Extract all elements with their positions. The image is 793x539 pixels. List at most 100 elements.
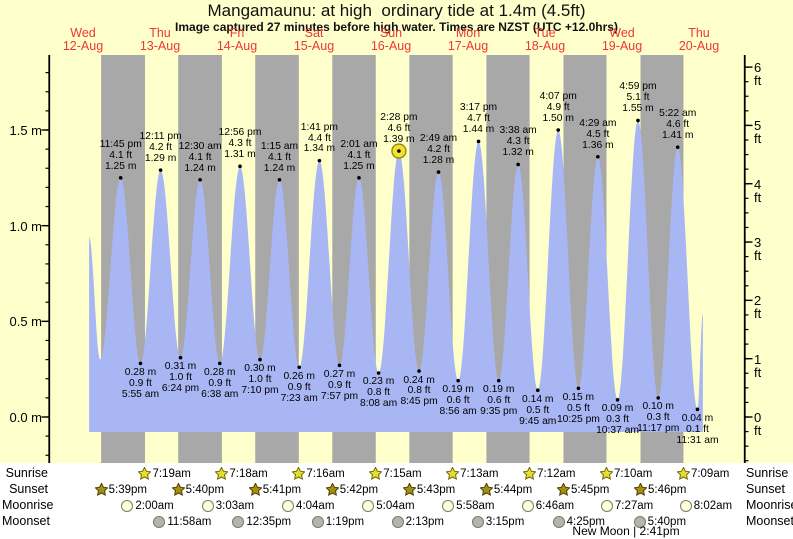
- moonrise-entry: 5:58am: [442, 498, 495, 513]
- sunset-star-icon: [479, 483, 493, 496]
- high-tide-annotation: 2:01 am 4.1 ft 1.25 m: [340, 138, 378, 172]
- moonrise-time: 8:02am: [693, 499, 733, 512]
- day-label: Sat 15-Aug: [293, 26, 335, 53]
- moonset-time: 5:40pm: [647, 515, 687, 528]
- sunset-time: 5:43pm: [416, 483, 456, 496]
- astro-row-label-right-sunrise: Sunrise: [746, 466, 789, 480]
- sunset-time: 5:45pm: [570, 483, 610, 496]
- low-tide-annotation: 0.28 m 0.9 ft 5:55 am: [121, 366, 160, 400]
- moonrise-circle-icon: [521, 499, 534, 512]
- moonrise-circle-icon: [600, 499, 613, 512]
- sunrise-star-icon: [599, 467, 613, 480]
- high-tide-annotation: 12:11 pm 4.2 ft 1.29 m: [139, 131, 182, 164]
- low-tide-annotation: 0.19 m 0.6 ft 8:56 am: [439, 384, 477, 417]
- low-tide-annotation: 0.24 m 0.8 ft 8:45 pm: [400, 374, 438, 408]
- moonrise-entry: 4:04am: [282, 498, 334, 513]
- sunrise-entry: 7:15am: [369, 466, 422, 481]
- low-tide-annotation: 0.27 m 0.9 ft 7:57 pm: [320, 368, 359, 402]
- astro-row-label-left-moonrise: Moonrise: [2, 498, 54, 512]
- m-axis-label: 0.5 m: [9, 314, 42, 330]
- moonrise-entry: 7:27am: [600, 498, 654, 513]
- moonset-circle-icon: [633, 515, 646, 528]
- low-tide-annotation: 0.23 m 0.8 ft 8:08 am: [359, 376, 398, 410]
- chart-subtitle: Image captured 27 minutes before high wa…: [175, 20, 618, 34]
- low-tide-annotation: 0.31 m 1.0 ft 6:24 pm: [161, 361, 200, 394]
- sunrise-entry: 7:12am: [523, 466, 575, 481]
- moonset-entry: 2:13pm: [391, 514, 444, 529]
- low-tide-annotation: 0.30 m 1.0 ft 7:10 pm: [241, 363, 279, 396]
- high-tide-annotation: 1:41 pm 4.4 ft 1.34 m: [300, 121, 338, 155]
- moonset-time: 4:25pm: [566, 515, 606, 528]
- sunset-time: 5:44pm: [493, 483, 533, 496]
- moonset-circle-icon: [391, 515, 404, 528]
- sunrise-star-icon: [369, 467, 383, 480]
- m-axis-label: 1.0 m: [9, 218, 42, 234]
- moonrise-time: 4:04am: [296, 499, 335, 512]
- moonrise-circle-icon: [282, 499, 295, 512]
- moonset-time: 1:19pm: [325, 515, 365, 528]
- astro-row-label-right-sunset: Sunset: [746, 482, 785, 496]
- high-tide-annotation: 11:45 pm 4.1 ft 1.25 m: [99, 138, 142, 172]
- ft-axis-label: 3 ft: [754, 235, 762, 264]
- sunrise-time: 7:18am: [229, 467, 268, 480]
- moonset-circle-icon: [471, 515, 484, 528]
- low-tide-annotation: 0.26 m 0.9 ft 7:23 am: [280, 370, 318, 404]
- high-tide-annotation: 1:15 am 4.1 ft 1.24 m: [260, 140, 299, 174]
- moonrise-entry: 3:03am: [201, 498, 254, 513]
- sunset-time: 5:40pm: [185, 483, 225, 496]
- axes-and-ticks: [41, 55, 753, 463]
- sunset-entry: 5:46pm: [634, 482, 686, 497]
- day-label: Tue 18-Aug: [524, 26, 566, 53]
- day-label: Wed 12-Aug: [62, 26, 104, 53]
- ft-axis-label: 2 ft: [754, 293, 762, 322]
- sunrise-entry: 7:18am: [215, 466, 268, 481]
- ft-axis-label: 0 ft: [754, 410, 762, 438]
- low-tide-annotation: 0.10 m 0.3 ft 11:17 pm: [637, 401, 680, 435]
- ft-axis-label: 1 ft: [754, 351, 762, 380]
- moonrise-circle-icon: [201, 499, 214, 512]
- day-label: Wed 19-Aug: [601, 26, 643, 53]
- astro-row-label-left-sunrise: Sunrise: [5, 466, 48, 480]
- moonset-entry: 11:58am: [153, 514, 211, 529]
- astro-row-label-left-moonset: Moonset: [2, 514, 50, 528]
- moonrise-entry: 2:00am: [121, 498, 174, 513]
- low-tide-annotation: 0.28 m 0.9 ft 6:38 am: [201, 366, 239, 400]
- moonrise-circle-icon: [362, 499, 375, 512]
- m-axis-label: 1.5 m: [9, 123, 42, 138]
- high-tide-annotation: 2:49 am 4.2 ft 1.28 m: [419, 133, 458, 166]
- moonrise-circle-icon: [679, 499, 692, 512]
- high-tide-annotation: 4:59 pm 5.1 ft 1.55 m: [619, 81, 657, 115]
- tide-area-fill: [89, 120, 703, 433]
- moonset-circle-icon: [311, 515, 324, 528]
- sun-moon-table: Sunrise Sunrise 7:19am 7:18am 7:16am 7:15am 7:…: [0, 463, 793, 539]
- ft-axis-label: 6 ft: [754, 60, 762, 89]
- sunrise-time: 7:15am: [383, 467, 422, 480]
- moonset-time: 2:13pm: [405, 515, 444, 528]
- moonrise-time: 2:00am: [135, 499, 174, 512]
- astro-row-label-right-moonset: Moonset: [746, 514, 793, 528]
- ft-axis-label: 5 ft: [754, 118, 762, 147]
- m-axis-label: 0.0 m: [9, 410, 42, 425]
- moonset-entry: 12:35pm: [232, 514, 291, 529]
- sunset-time: 5:42pm: [339, 483, 379, 496]
- sunset-entry: 5:42pm: [325, 482, 379, 497]
- sunrise-star-icon: [215, 467, 229, 480]
- low-tide-annotation: 0.15 m 0.5 ft 10:25 pm: [556, 391, 600, 425]
- moonrise-time: 5:58am: [456, 499, 495, 512]
- moonrise-time: 7:27am: [614, 499, 654, 512]
- sunset-star-icon: [325, 483, 339, 496]
- sunset-star-icon: [171, 483, 185, 496]
- moonset-entry: 5:40pm: [633, 514, 687, 529]
- high-tide-annotation: 3:38 am 4.3 ft 1.32 m: [499, 125, 537, 159]
- sunrise-time: 7:13am: [460, 467, 499, 480]
- moonrise-time: 6:46am: [535, 499, 575, 512]
- sunrise-entry: 7:19am: [138, 466, 191, 481]
- moonrise-entry: 5:04am: [362, 498, 415, 513]
- high-tide-annotation: 12:56 pm 4.3 ft 1.31 m: [218, 127, 262, 161]
- day-label: Mon 17-Aug: [447, 26, 489, 53]
- sunset-entry: 5:45pm: [556, 482, 610, 497]
- sunrise-star-icon: [676, 467, 690, 480]
- day-label: Sun 16-Aug: [370, 26, 412, 53]
- sunset-star-icon: [94, 483, 108, 496]
